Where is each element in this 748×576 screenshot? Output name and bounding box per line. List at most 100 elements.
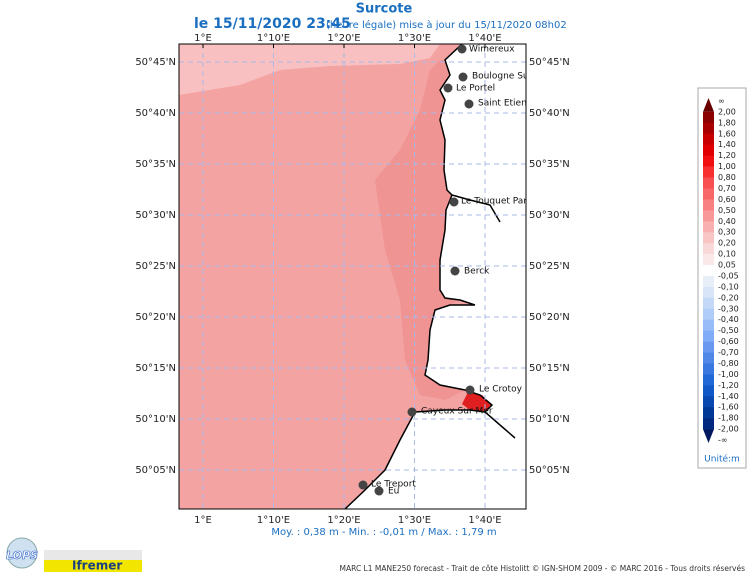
legend-swatch bbox=[703, 155, 714, 167]
legend-swatch bbox=[703, 144, 714, 156]
legend-label: 1,60 bbox=[718, 129, 736, 138]
legend-swatch bbox=[703, 133, 714, 146]
sea-coastal bbox=[375, 60, 465, 400]
lat-label-left: 50°45'N bbox=[135, 57, 176, 68]
legend-swatch bbox=[703, 407, 714, 419]
legend-swatch bbox=[703, 352, 714, 364]
station-label: Eu bbox=[388, 487, 399, 497]
legend-label: -0,70 bbox=[718, 348, 739, 357]
station-label: Berck bbox=[464, 267, 490, 277]
lat-label-right: 50°10'N bbox=[529, 414, 570, 425]
legend-label: 0,70 bbox=[718, 184, 736, 193]
credits: MARC L1 MANE250 forecast - Trait de côte… bbox=[340, 564, 746, 573]
lat-label-right: 50°15'N bbox=[529, 363, 570, 374]
legend-label: 1,00 bbox=[718, 162, 736, 171]
legend-swatch bbox=[703, 177, 714, 189]
legend-swatch bbox=[703, 122, 714, 135]
legend-swatch bbox=[703, 210, 714, 222]
lat-label-right: 50°25'N bbox=[529, 261, 570, 272]
legend-arrow bbox=[703, 98, 714, 112]
legend-label: 0,40 bbox=[718, 217, 736, 226]
legend-swatch bbox=[703, 188, 714, 200]
station-label: Le Touquet Paris-Plage bbox=[461, 197, 563, 207]
station-label: Saint Etienne bbox=[478, 99, 538, 109]
logo-bar-top bbox=[44, 550, 142, 560]
map-area: Wimereux Boulogne Sur Mer Le Portel Sain… bbox=[179, 44, 563, 509]
legend-swatch bbox=[703, 363, 714, 375]
legend-label: -1,80 bbox=[718, 414, 739, 423]
graticule bbox=[179, 44, 526, 509]
lon-label-top: 1°40'E bbox=[468, 33, 501, 44]
lon-label-top: 1°E bbox=[194, 33, 212, 44]
legend-swatch bbox=[703, 221, 714, 233]
legend-swatch bbox=[703, 265, 714, 277]
lon-label-top: 1°10'E bbox=[257, 33, 290, 44]
legend-swatch bbox=[703, 111, 714, 124]
legend-label: 1,80 bbox=[718, 118, 736, 127]
lat-label-left: 50°15'N bbox=[135, 363, 176, 374]
legend-label: -1,60 bbox=[718, 403, 739, 412]
lat-label-left: 50°20'N bbox=[135, 312, 176, 323]
station-label: Cayeux Sur Mer bbox=[421, 407, 493, 417]
lat-label-right: 50°45'N bbox=[529, 57, 570, 68]
legend-swatch bbox=[703, 341, 714, 353]
legend-label: -0,30 bbox=[718, 304, 739, 313]
stations: Wimereux Boulogne Sur Mer Le Portel Sain… bbox=[358, 44, 563, 497]
station-dot bbox=[458, 72, 468, 82]
legend-label: 0,20 bbox=[718, 239, 736, 248]
legend-swatch bbox=[703, 232, 714, 244]
legend-swatch bbox=[703, 418, 714, 430]
lon-label-top: 1°20'E bbox=[327, 33, 360, 44]
lat-label-right: 50°30'N bbox=[529, 210, 570, 221]
title: Surcote bbox=[356, 2, 413, 17]
legend-label: 0,80 bbox=[718, 173, 736, 182]
station-dot bbox=[407, 407, 417, 417]
legend-label: 0,60 bbox=[718, 195, 736, 204]
legend-label: 0,05 bbox=[718, 261, 736, 270]
station-dot bbox=[457, 44, 467, 54]
legend-label: 0,50 bbox=[718, 206, 736, 215]
legend-unit: Unité:m bbox=[704, 454, 740, 465]
map-frame bbox=[178, 43, 527, 510]
station-dot bbox=[374, 486, 384, 496]
logos: LOPS Ifremer bbox=[6, 537, 142, 573]
legend-label: -0,05 bbox=[718, 271, 739, 280]
legend-swatch bbox=[703, 254, 714, 266]
lon-label-bottom: 1°40'E bbox=[468, 515, 501, 526]
legend-label: ∞ bbox=[718, 97, 725, 106]
lat-label-left: 50°30'N bbox=[135, 210, 176, 221]
date: le 15/11/2020 23:45 bbox=[194, 16, 351, 32]
legend-swatch bbox=[703, 243, 714, 255]
legend-label: -0,80 bbox=[718, 359, 739, 368]
logo-ifremer: Ifremer bbox=[72, 559, 122, 573]
logo-lops-disc bbox=[6, 537, 38, 569]
lat-label-left: 50°40'N bbox=[135, 108, 176, 119]
lat-label-right: 50°05'N bbox=[529, 465, 570, 476]
update: (heure légale) mise à jour du 15/11/2020… bbox=[326, 19, 567, 31]
legend-swatch bbox=[703, 199, 714, 211]
legend-label: 0,10 bbox=[718, 250, 736, 259]
legend-label: 1,20 bbox=[718, 151, 736, 160]
legend-label: -0,50 bbox=[718, 326, 739, 335]
legend-label: -2,00 bbox=[718, 425, 739, 434]
legend-swatch bbox=[703, 308, 714, 321]
station-label: Wimereux bbox=[469, 45, 515, 55]
station-dot bbox=[358, 480, 368, 490]
ticks: 1°E 1°E 1°10'E 1°10'E 1°20'E 1°20'E 1°30'E 1°30… bbox=[135, 33, 569, 526]
legend-swatch bbox=[703, 297, 714, 310]
station-dot bbox=[464, 99, 474, 109]
legend-label: -1,20 bbox=[718, 381, 739, 390]
station-dot bbox=[450, 266, 460, 276]
lat-label-right: 50°20'N bbox=[529, 312, 570, 323]
station-label: Le Treport bbox=[371, 480, 416, 490]
lon-label-bottom: 1°E bbox=[194, 515, 212, 526]
lon-label-bottom: 1°30'E bbox=[398, 515, 431, 526]
logo-bar bbox=[44, 560, 142, 572]
station-label: Le Crotoy bbox=[479, 385, 523, 395]
lat-label-right: 50°40'N bbox=[529, 108, 570, 119]
legend-swatch bbox=[703, 286, 714, 299]
station-dot bbox=[465, 385, 475, 395]
legend-label: -0,60 bbox=[718, 337, 739, 346]
stats: Moy. : 0,38 m - Min. : -0,01 m / Max. : … bbox=[271, 527, 496, 538]
